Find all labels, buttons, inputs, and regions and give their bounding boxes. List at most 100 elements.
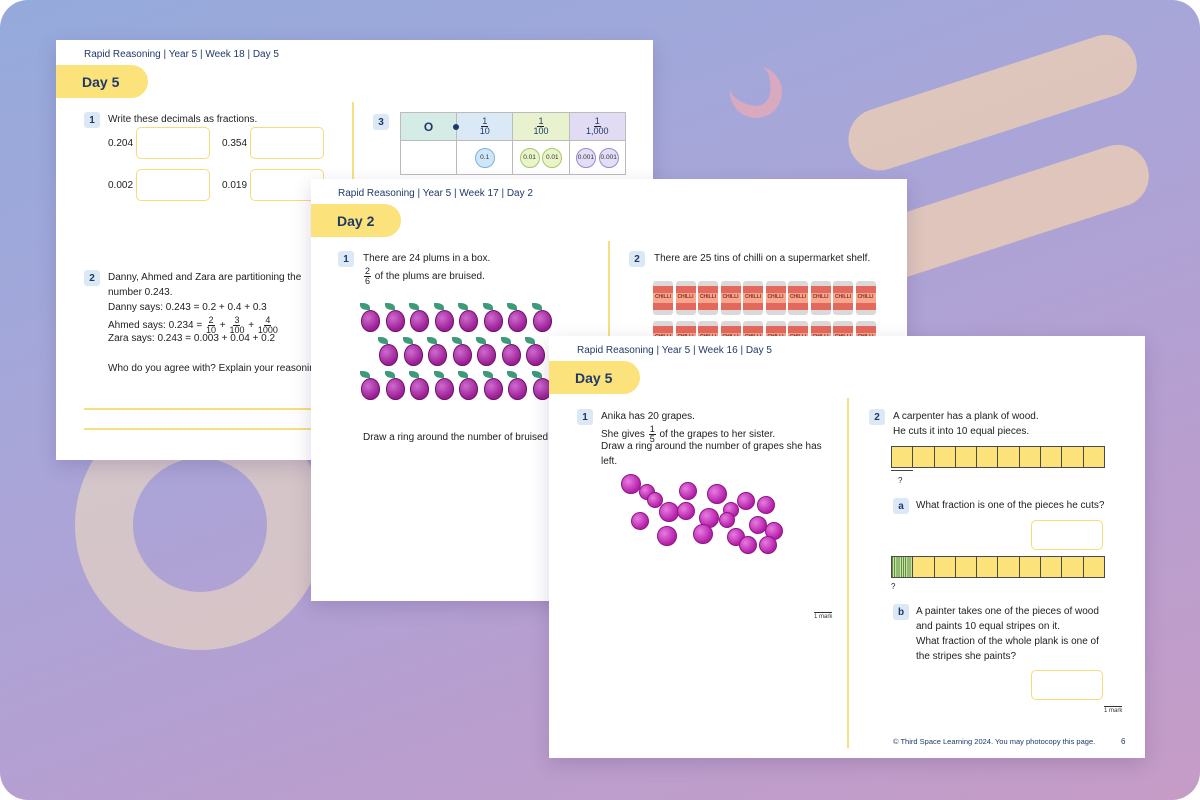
plum-icon bbox=[402, 337, 423, 366]
part-b-text: the stripes she paints? bbox=[916, 651, 1017, 662]
grape-icon bbox=[631, 512, 649, 530]
question-prompt: Write these decimals as fractions. bbox=[108, 114, 258, 125]
plum-icon bbox=[433, 303, 454, 332]
grape-icon bbox=[739, 536, 757, 554]
column-divider bbox=[847, 398, 849, 748]
tenths-column-header: 1 10 bbox=[456, 112, 514, 141]
mark-label: 1 mark bbox=[814, 612, 833, 620]
counter-chip: 0.001 bbox=[598, 147, 619, 168]
answer-box[interactable] bbox=[136, 169, 210, 201]
plum-icon bbox=[409, 303, 429, 332]
chilli-tin-icon: CHILLI bbox=[675, 281, 696, 315]
plum-icon bbox=[378, 337, 398, 366]
zara-statement: Zara says: 0.243 = 0.003 + 0.04 + 0.2 bbox=[108, 333, 276, 344]
q1-text: left. bbox=[601, 456, 618, 467]
piece-width-arrow bbox=[891, 470, 913, 471]
hundredths-column-header: 1 100 bbox=[512, 112, 570, 141]
thousandths-column-header: 1 1,000 bbox=[568, 112, 627, 141]
question-number: 2 bbox=[629, 251, 645, 267]
grape-icon bbox=[621, 474, 641, 494]
answer-box[interactable] bbox=[1031, 520, 1103, 550]
plum-icon bbox=[384, 371, 405, 400]
chilli-tin-icon: CHILLI bbox=[788, 281, 808, 315]
q1-text: There are 24 plums in a box. bbox=[363, 253, 491, 264]
plum-icon bbox=[500, 337, 521, 366]
mark-label: 1 mark bbox=[1104, 706, 1123, 714]
grape-icon bbox=[657, 526, 677, 546]
worksheet-header: Rapid Reasoning | Year 5 | Week 16 | Day… bbox=[577, 345, 772, 356]
counter-chip: 0.01 bbox=[519, 147, 540, 168]
q1-text: Draw a ring around the number of grapes … bbox=[601, 441, 822, 452]
plum-icon bbox=[507, 371, 527, 400]
worksheet-week16-day5: Rapid Reasoning | Year 5 | Week 16 | Day… bbox=[549, 336, 1145, 758]
plank-bar bbox=[891, 446, 1105, 468]
decimal-label: 0.204 bbox=[108, 138, 134, 149]
ahmed-statement: Ahmed says: 0.234 = 2 10 + 3 100 + 4 1000 bbox=[108, 315, 278, 335]
q2-text: Danny, Ahmed and Zara are partitioning t… bbox=[108, 272, 302, 283]
chilli-tin-icon: CHILLI bbox=[653, 281, 673, 315]
q2-text: A carpenter has a plank of wood. bbox=[893, 411, 1039, 422]
chilli-tin-icon: CHILLI bbox=[855, 281, 876, 315]
chilli-tin-icon: CHILLI bbox=[833, 281, 853, 315]
plum-grid bbox=[360, 303, 570, 404]
grape-icon bbox=[647, 492, 663, 508]
fraction: 3 100 bbox=[229, 315, 245, 335]
grape-icon bbox=[659, 502, 679, 522]
fraction: 4 1000 bbox=[257, 315, 278, 335]
counter-chip: 0.01 bbox=[542, 147, 563, 168]
part-b-text: What fraction of the whole plank is one … bbox=[916, 636, 1099, 647]
unknown-marker: ? bbox=[898, 476, 903, 485]
chilli-tin-icon: CHILLI bbox=[743, 281, 763, 315]
answer-box[interactable] bbox=[250, 127, 324, 159]
counter-chip: 0.001 bbox=[575, 147, 596, 168]
part-a-text: What fraction is one of the pieces he cu… bbox=[916, 500, 1105, 511]
day-badge: Day 5 bbox=[56, 65, 148, 98]
counter-chip: 0.1 bbox=[474, 147, 495, 168]
decimal-label: 0.354 bbox=[222, 138, 248, 149]
plum-icon bbox=[409, 371, 429, 400]
q2-text: He cuts it into 10 equal pieces. bbox=[893, 426, 1030, 437]
plum-icon bbox=[458, 303, 478, 332]
grape-icon bbox=[677, 502, 695, 520]
plum-icon bbox=[476, 337, 496, 366]
chilli-tin-icon: CHILLI bbox=[765, 281, 786, 315]
page-number: 6 bbox=[1121, 737, 1126, 746]
danny-statement: Danny says: 0.243 = 0.2 + 0.4 + 0.3 bbox=[108, 302, 267, 313]
ones-column-header: O bbox=[399, 112, 460, 141]
grape-icon bbox=[759, 536, 777, 554]
grape-cluster bbox=[619, 472, 799, 554]
question-number: 1 bbox=[84, 112, 100, 128]
decimal-label: 0.002 bbox=[108, 180, 134, 191]
plum-icon bbox=[482, 371, 503, 400]
answer-box[interactable] bbox=[1031, 670, 1103, 700]
copyright-footer: © Third Space Learning 2024. You may pho… bbox=[893, 737, 1096, 746]
grape-icon bbox=[757, 496, 775, 514]
plum-icon bbox=[427, 337, 447, 366]
question-number: 1 bbox=[577, 409, 593, 425]
decimal-label: 0.019 bbox=[222, 180, 248, 191]
plum-icon bbox=[531, 303, 552, 332]
plum-icon bbox=[360, 303, 380, 332]
place-value-table: O 1 10 1 100 1 1,000 0.1 0.01 0.01 0.001 0.… bbox=[399, 112, 627, 175]
grape-icon bbox=[719, 512, 735, 528]
part-b-text: and paints 10 equal stripes on it. bbox=[916, 621, 1060, 632]
q2-text: number 0.243. bbox=[108, 287, 173, 298]
grape-icon bbox=[737, 492, 755, 510]
question-number: 1 bbox=[338, 251, 354, 267]
answer-box[interactable] bbox=[136, 127, 210, 159]
plum-icon bbox=[507, 303, 527, 332]
grape-icon bbox=[693, 524, 713, 544]
grape-icon bbox=[679, 482, 697, 500]
day-badge: Day 5 bbox=[549, 361, 640, 394]
answer-line[interactable] bbox=[84, 428, 344, 430]
answer-line[interactable] bbox=[84, 408, 344, 410]
part-b-text: A painter takes one of the pieces of woo… bbox=[916, 606, 1099, 617]
worksheet-header: Rapid Reasoning | Year 5 | Week 18 | Day… bbox=[84, 49, 279, 60]
plum-icon bbox=[451, 337, 472, 366]
part-label: a bbox=[893, 498, 909, 514]
part-label: b bbox=[893, 604, 909, 620]
